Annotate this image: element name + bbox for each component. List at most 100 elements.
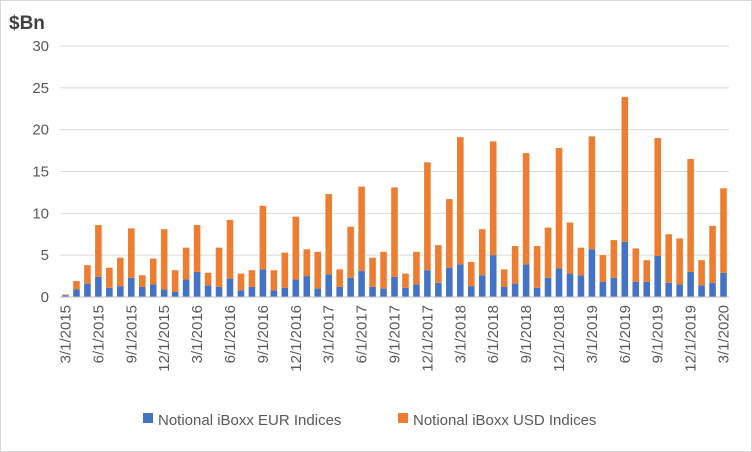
bar-eur — [654, 256, 662, 297]
bar-eur — [555, 268, 563, 297]
y-tick-label: 30 — [32, 38, 49, 55]
bar-usd — [654, 138, 662, 257]
bar-usd — [149, 258, 157, 285]
bar-usd — [160, 229, 168, 290]
bar-usd — [599, 255, 607, 282]
bar-usd — [555, 148, 563, 269]
x-tick-label: 6/1/2015 — [90, 305, 107, 363]
x-axis-tick-labels: 3/1/2015 6/1/2015 9/1/2015 12/1/2015 3/1/201… — [57, 305, 732, 372]
x-tick-label: 12/1/2017 — [419, 305, 436, 372]
bar-eur — [413, 284, 420, 297]
x-tick-label: 9/1/2016 — [255, 305, 272, 363]
bar-usd — [73, 281, 80, 290]
bar-usd — [281, 252, 289, 288]
bar-eur — [73, 289, 80, 297]
bar-eur — [281, 287, 289, 297]
x-tick-label: 3/1/2018 — [452, 305, 469, 363]
y-tick-label: 25 — [32, 80, 49, 97]
bar-eur — [402, 287, 409, 297]
bar-eur — [237, 290, 245, 297]
bar-eur — [435, 282, 442, 297]
bar-usd — [522, 153, 530, 265]
bar-usd — [566, 222, 574, 274]
bar-eur — [522, 264, 530, 297]
y-axis-unit-label: $Bn — [9, 13, 45, 34]
bar-usd — [215, 247, 223, 287]
legend: Notional iBoxx EUR Indices Notional iBox… — [143, 412, 596, 429]
bar-usd — [709, 225, 716, 283]
bar-usd — [435, 245, 442, 283]
bar-eur — [577, 275, 585, 297]
bar-eur — [687, 271, 694, 297]
bar-eur — [259, 269, 267, 297]
bar-usd — [193, 225, 201, 272]
bar-eur — [193, 271, 201, 297]
x-tick-label: 3/1/2017 — [321, 305, 338, 363]
bar-usd — [500, 269, 508, 287]
bar-eur — [84, 283, 91, 297]
bar-usd — [632, 248, 640, 282]
bar-eur — [457, 264, 464, 297]
x-tick-label: 3/1/2019 — [584, 305, 601, 363]
bar-usd — [62, 294, 69, 296]
bar-usd — [577, 247, 585, 276]
bar-eur — [106, 287, 113, 297]
bar-usd — [325, 194, 332, 275]
bar-usd — [95, 225, 102, 277]
x-tick-label: 3/1/2015 — [57, 305, 74, 363]
bar-eur — [347, 277, 354, 297]
bar-eur — [588, 249, 596, 297]
bar-usd — [665, 234, 672, 283]
bar-eur — [511, 283, 519, 297]
bar-eur — [621, 241, 629, 297]
bar-usd — [336, 269, 343, 287]
bar-eur — [149, 284, 157, 297]
bar-eur — [204, 285, 212, 297]
bar-eur — [698, 285, 705, 297]
bar-usd — [127, 228, 135, 278]
x-tick-label: 6/1/2018 — [485, 305, 502, 363]
bar-eur — [424, 270, 431, 297]
x-tick-label: 9/1/2019 — [650, 305, 667, 363]
bar-usd — [292, 216, 300, 280]
y-tick-label: 10 — [32, 205, 49, 222]
bar-eur — [380, 288, 387, 297]
y-tick-label: 15 — [32, 164, 49, 181]
bar-usd — [533, 245, 541, 288]
x-tick-label: 3/1/2020 — [716, 305, 733, 363]
bar-eur — [369, 286, 376, 297]
bar-usd — [621, 97, 629, 242]
bar-usd — [358, 186, 365, 272]
x-tick-label: 9/1/2015 — [123, 305, 140, 363]
bar-usd — [424, 162, 431, 271]
bar-usd — [259, 205, 267, 270]
bar-usd — [248, 270, 256, 287]
bar-eur — [358, 271, 365, 297]
bar-usd — [457, 137, 464, 265]
bar-eur — [95, 276, 102, 297]
bar-usd — [106, 267, 113, 288]
bar-usd — [347, 226, 354, 278]
bar-eur — [182, 279, 190, 297]
x-tick-label: 3/1/2016 — [189, 305, 206, 363]
bar-usd — [117, 257, 124, 287]
bar-eur — [446, 267, 453, 297]
bar-eur — [325, 274, 332, 297]
x-tick-label: 9/1/2017 — [387, 305, 404, 363]
legend-swatch-usd — [398, 413, 408, 423]
bar-eur — [303, 276, 311, 297]
bar-usd — [720, 188, 727, 273]
bar-usd — [676, 238, 683, 285]
x-tick-label: 12/1/2019 — [683, 305, 700, 372]
bar-eur — [566, 273, 574, 297]
bar-eur — [478, 275, 486, 297]
bar-usd — [270, 270, 278, 291]
bar-eur — [336, 286, 343, 297]
bar-usd — [391, 187, 398, 277]
x-tick-label: 12/1/2015 — [156, 305, 173, 372]
bar-eur — [599, 281, 607, 297]
legend-label-usd: Notional iBoxx USD Indices — [413, 412, 596, 429]
bar-usd — [413, 251, 420, 285]
legend-swatch-eur — [143, 413, 153, 423]
x-tick-label: 6/1/2017 — [354, 305, 371, 363]
